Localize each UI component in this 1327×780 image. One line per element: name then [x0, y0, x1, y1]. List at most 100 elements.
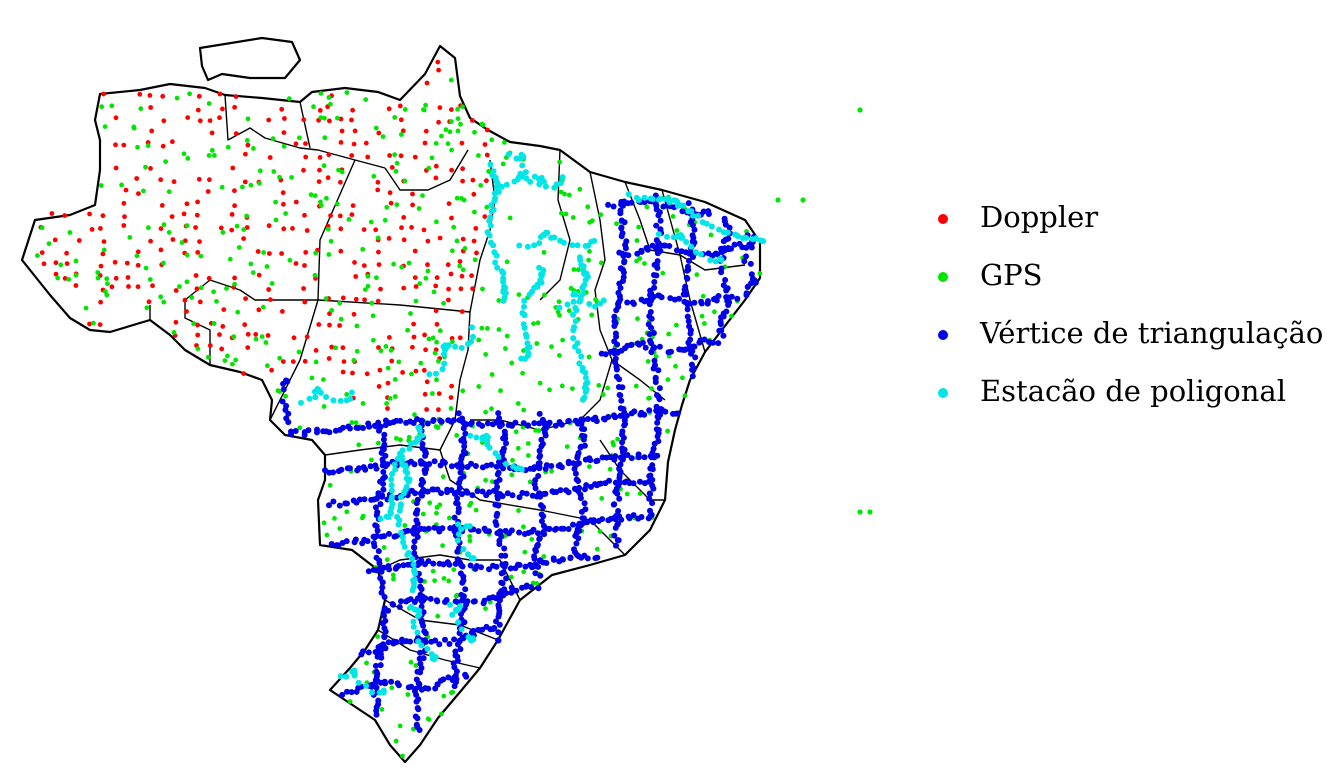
station-dot [414, 668, 421, 675]
station-dot [556, 299, 562, 305]
station-dot [400, 753, 405, 759]
station-dot [352, 536, 359, 543]
station-dot [392, 377, 398, 382]
station-dot [350, 203, 356, 209]
station-dot [684, 275, 691, 282]
station-dot [445, 141, 451, 147]
station-dot [635, 454, 642, 461]
station-dot [181, 211, 187, 217]
station-dot [401, 237, 407, 243]
station-dot [95, 270, 101, 275]
station-dot [521, 312, 528, 319]
station-dot [416, 206, 422, 211]
station-dot [488, 461, 495, 468]
station-dot [209, 148, 215, 153]
station-dot [537, 380, 543, 386]
station-dot [454, 238, 460, 244]
station-dot [705, 208, 712, 215]
station-dot [455, 116, 461, 121]
station-dot [234, 223, 240, 229]
station-dot [649, 476, 656, 483]
station-dot [170, 237, 176, 242]
station-dot [161, 222, 167, 228]
station-dot [101, 91, 106, 97]
station-dot [708, 223, 715, 230]
station-dot [579, 284, 586, 291]
station-dot [266, 117, 272, 123]
station-dot [303, 250, 309, 255]
station-dot [279, 251, 284, 256]
station-dot [579, 396, 586, 403]
station-dot [471, 238, 477, 244]
station-dot [160, 93, 166, 99]
station-dot [438, 490, 445, 497]
station-dot [184, 309, 189, 314]
station-dot [425, 268, 431, 274]
station-dot [434, 321, 440, 327]
station-dot [340, 369, 346, 375]
station-dot [434, 339, 439, 345]
station-dot [361, 263, 367, 268]
station-dot [384, 401, 389, 406]
station-dot [455, 106, 460, 112]
station-dot [720, 238, 727, 245]
station-dot [469, 555, 476, 562]
station-dot [225, 144, 231, 150]
station-dot [337, 397, 344, 404]
station-dot [344, 500, 350, 507]
station-dot [417, 577, 424, 584]
station-dot [668, 348, 674, 355]
station-dot [55, 275, 61, 281]
station-dot [497, 423, 503, 430]
station-dot [364, 538, 371, 545]
station-dot [641, 454, 648, 461]
station-dot [242, 179, 248, 185]
station-dot [621, 409, 628, 416]
station-dot [348, 689, 355, 696]
station-dot [451, 224, 457, 230]
station-dot [521, 325, 528, 331]
station-dot [451, 567, 457, 572]
station-dot [507, 215, 513, 221]
station-dot [459, 273, 465, 279]
station-dot [441, 693, 447, 699]
station-dot [470, 627, 477, 634]
station-dot [662, 408, 669, 415]
station-dot [542, 490, 549, 497]
station-dot [338, 140, 344, 145]
station-dot [486, 232, 493, 239]
station-dot [624, 452, 631, 458]
station-dot [553, 525, 560, 532]
station-dot [184, 252, 190, 258]
station-dot [417, 649, 424, 656]
station-dot [493, 522, 500, 528]
station-dot [458, 626, 465, 633]
station-dot [520, 370, 525, 376]
station-dot [639, 339, 646, 346]
station-dot [312, 272, 318, 278]
station-dot [131, 124, 137, 130]
station-dot [515, 401, 521, 406]
station-dot [302, 212, 307, 218]
station-dot [518, 355, 525, 362]
station-dot [493, 563, 500, 570]
station-dot [460, 104, 465, 110]
station-dot [577, 186, 583, 192]
station-dot [490, 242, 497, 249]
station-dot [98, 226, 103, 231]
station-dot [235, 309, 241, 315]
station-dot [540, 513, 547, 520]
station-dot [470, 286, 475, 292]
station-dot [355, 465, 362, 472]
station-dot [236, 245, 242, 250]
station-dot [422, 461, 428, 468]
station-dot [256, 272, 262, 278]
station-dot [688, 350, 694, 357]
station-dot [655, 212, 662, 219]
station-dot [448, 463, 455, 470]
station-dot [560, 525, 567, 532]
station-dot [433, 163, 439, 169]
station-dot [560, 556, 566, 563]
station-dot [580, 436, 587, 443]
station-dot [479, 325, 485, 331]
